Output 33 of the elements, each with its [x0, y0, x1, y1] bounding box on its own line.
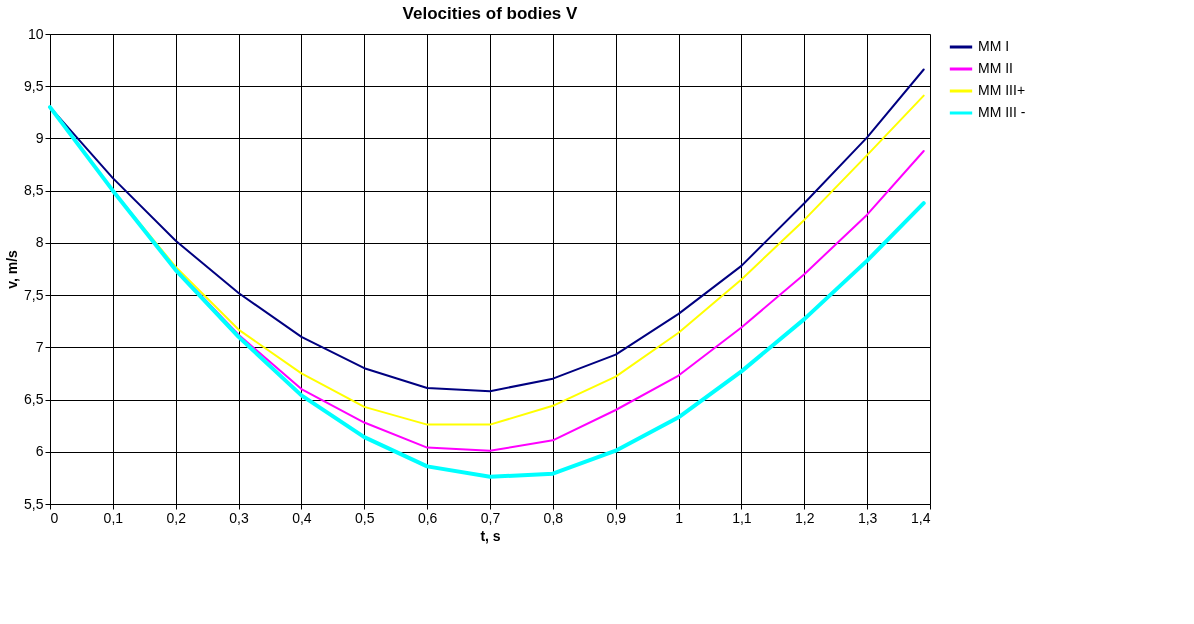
y-tick-label: 6 — [35, 443, 44, 460]
y-tick-label: 10 — [27, 25, 44, 42]
x-tick-label: 0,4 — [292, 509, 312, 526]
legend-label: MM III+ — [978, 82, 1026, 98]
x-tick-label: 1 — [675, 509, 684, 526]
x-tick-label: 0,2 — [166, 509, 187, 526]
y-tick-label: 7,5 — [24, 286, 44, 303]
x-tick-label: 1,3 — [857, 509, 878, 526]
x-tick-label: 0,5 — [355, 509, 375, 526]
x-tick-label: 1,2 — [795, 509, 815, 526]
legend-label: MM II — [978, 60, 1013, 76]
x-tick-label: 1,4 — [911, 509, 931, 526]
y-tick-label: 9 — [35, 129, 44, 146]
y-tick-label: 6,5 — [24, 391, 44, 408]
x-tick-label: 0,8 — [543, 509, 564, 526]
y-tick-label: 7 — [35, 338, 44, 355]
x-tick-label: 1,1 — [732, 509, 752, 526]
y-tick-label: 8 — [35, 234, 44, 251]
x-tick-label: 0 — [50, 509, 59, 526]
legend-label: MM III - — [978, 104, 1026, 120]
x-tick-label: 0,3 — [229, 509, 250, 526]
x-axis-title: t, s — [480, 527, 501, 544]
y-tick-label: 5,5 — [24, 495, 44, 512]
line-series — [48, 105, 926, 479]
chart-title: Velocities of bodies V — [402, 4, 579, 23]
y-tick-label: 8,5 — [24, 182, 44, 199]
legend-label: MM I — [978, 38, 1010, 54]
x-tick-label: 0,7 — [480, 509, 501, 526]
y-axis-title: v, m/s — [4, 249, 21, 289]
y-tick-label: 9,5 — [24, 77, 44, 94]
x-tick-label: 0,1 — [103, 509, 124, 526]
x-tick-label: 0,6 — [417, 509, 438, 526]
x-tick-label: 0,9 — [606, 509, 627, 526]
